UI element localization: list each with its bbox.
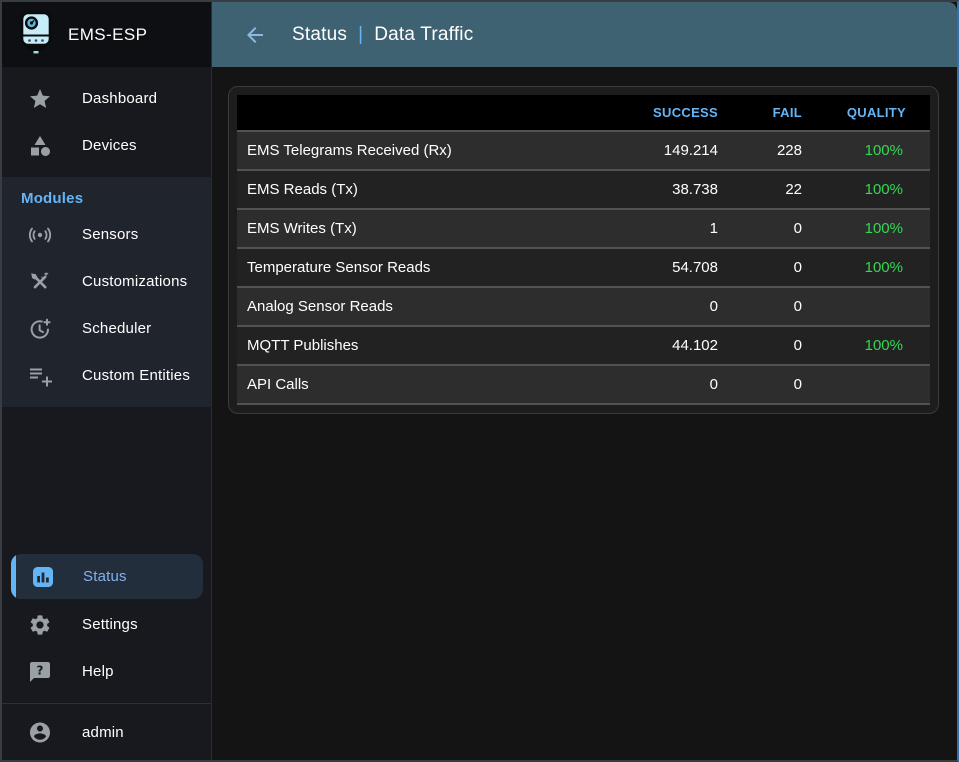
- sidebar-item-label: Help: [82, 663, 114, 680]
- cell-label: Analog Sensor Reads: [237, 286, 622, 326]
- sidebar-item-label: Settings: [82, 616, 138, 633]
- column-header-fail: FAIL: [742, 95, 826, 131]
- cell-fail: 0: [742, 286, 826, 326]
- cell-label: Temperature Sensor Reads: [237, 247, 622, 287]
- table-row: EMS Reads (Tx) 38.738 22 100%: [237, 169, 930, 209]
- page-title-secondary: Data Traffic: [374, 23, 474, 45]
- sidebar-header: EMS-ESP: [2, 2, 211, 67]
- cell-success: 54.708: [622, 247, 742, 287]
- star-icon: [28, 87, 52, 111]
- cell-fail: 0: [742, 208, 826, 248]
- sidebar-item-scheduler[interactable]: Scheduler: [2, 305, 211, 352]
- cell-fail: 0: [742, 325, 826, 365]
- table-row: Analog Sensor Reads 0 0: [237, 286, 930, 326]
- sensors-icon: [28, 223, 52, 247]
- sidebar-item-sensors[interactable]: Sensors: [2, 211, 211, 258]
- modules-section-label: Modules: [21, 190, 84, 207]
- boiler-logo-icon: [17, 11, 55, 59]
- table-row: EMS Writes (Tx) 1 0 100%: [237, 208, 930, 248]
- cell-label: EMS Writes (Tx): [237, 208, 622, 248]
- clock-plus-icon: [28, 317, 52, 341]
- sidebar-item-settings[interactable]: Settings: [2, 601, 211, 648]
- top-app-bar: Status | Data Traffic: [212, 2, 957, 67]
- table-row: EMS Telegrams Received (Rx) 149.214 228 …: [237, 130, 930, 170]
- bar-chart-icon: [31, 565, 55, 589]
- table-row: Temperature Sensor Reads 54.708 0 100%: [237, 247, 930, 287]
- cell-fail: 228: [742, 130, 826, 170]
- sidebar-item-devices[interactable]: Devices: [2, 122, 211, 169]
- sidebar-item-help[interactable]: ? Help: [2, 648, 211, 695]
- sidebar-item-label: Devices: [82, 137, 137, 154]
- cell-label: EMS Telegrams Received (Rx): [237, 130, 622, 170]
- help-icon: ?: [28, 660, 52, 684]
- cell-label: EMS Reads (Tx): [237, 169, 622, 209]
- cell-quality: 100%: [826, 130, 930, 170]
- cell-quality: 100%: [826, 325, 930, 365]
- column-header-success: SUCCESS: [622, 95, 742, 131]
- main-area: Status | Data Traffic SUCCESS FAIL QUALI…: [212, 2, 957, 760]
- cell-quality: 100%: [826, 169, 930, 209]
- column-header-quality: QUALITY: [826, 95, 930, 131]
- sidebar-item-label: Scheduler: [82, 320, 152, 337]
- sidebar-divider: [2, 703, 211, 704]
- category-icon: [28, 134, 52, 158]
- cell-success: 1: [622, 208, 742, 248]
- sidebar-item-label: Customizations: [82, 273, 188, 290]
- playlist-add-icon: [28, 364, 52, 388]
- svg-text:?: ?: [37, 663, 44, 677]
- column-header-blank: [237, 95, 622, 131]
- cell-quality: 100%: [826, 208, 930, 248]
- sidebar: EMS-ESP Dashboard Devices Modules: [2, 2, 212, 760]
- table-header-row: SUCCESS FAIL QUALITY: [237, 95, 930, 131]
- sidebar-item-customizations[interactable]: Customizations: [2, 258, 211, 305]
- cell-success: 38.738: [622, 169, 742, 209]
- cell-success: 0: [622, 364, 742, 405]
- cell-label: MQTT Publishes: [237, 325, 622, 365]
- data-traffic-table: SUCCESS FAIL QUALITY EMS Telegrams Recei…: [237, 95, 930, 405]
- app-brand: EMS-ESP: [68, 24, 148, 44]
- tools-icon: [28, 270, 52, 294]
- sidebar-item-admin-user[interactable]: admin: [2, 704, 211, 760]
- cell-success: 149.214: [622, 130, 742, 170]
- cell-fail: 0: [742, 364, 826, 405]
- table-row: API Calls 0 0: [237, 364, 930, 405]
- sidebar-item-label: Sensors: [82, 226, 139, 243]
- sidebar-item-label: Status: [83, 568, 127, 585]
- sidebar-top-group: Dashboard Devices: [2, 67, 211, 177]
- cell-fail: 0: [742, 247, 826, 287]
- sidebar-item-dashboard[interactable]: Dashboard: [2, 75, 211, 122]
- cell-quality: 100%: [826, 247, 930, 287]
- content-area: SUCCESS FAIL QUALITY EMS Telegrams Recei…: [212, 67, 957, 760]
- arrow-back-icon[interactable]: [242, 22, 268, 48]
- cell-label: API Calls: [237, 364, 622, 405]
- data-traffic-card: SUCCESS FAIL QUALITY EMS Telegrams Recei…: [228, 86, 939, 414]
- user-name: admin: [82, 723, 124, 741]
- sidebar-item-custom-entities[interactable]: Custom Entities: [2, 352, 211, 399]
- page-title: Status | Data Traffic: [292, 24, 473, 46]
- cell-quality: [826, 364, 930, 405]
- sidebar-item-label: Custom Entities: [82, 367, 191, 384]
- sidebar-item-status[interactable]: Status: [11, 554, 203, 599]
- sidebar-modules-section: Modules Sensors: [2, 177, 211, 407]
- cell-fail: 22: [742, 169, 826, 209]
- table-row: MQTT Publishes 44.102 0 100%: [237, 325, 930, 365]
- page-title-separator: |: [358, 23, 364, 45]
- sidebar-item-label: Dashboard: [82, 90, 158, 107]
- page-title-primary: Status: [292, 23, 348, 45]
- cell-success: 0: [622, 286, 742, 326]
- sidebar-spacer: [2, 407, 211, 554]
- cell-success: 44.102: [622, 325, 742, 365]
- cell-quality: [826, 286, 930, 326]
- account-circle-icon: [28, 720, 52, 744]
- gear-icon: [28, 613, 52, 637]
